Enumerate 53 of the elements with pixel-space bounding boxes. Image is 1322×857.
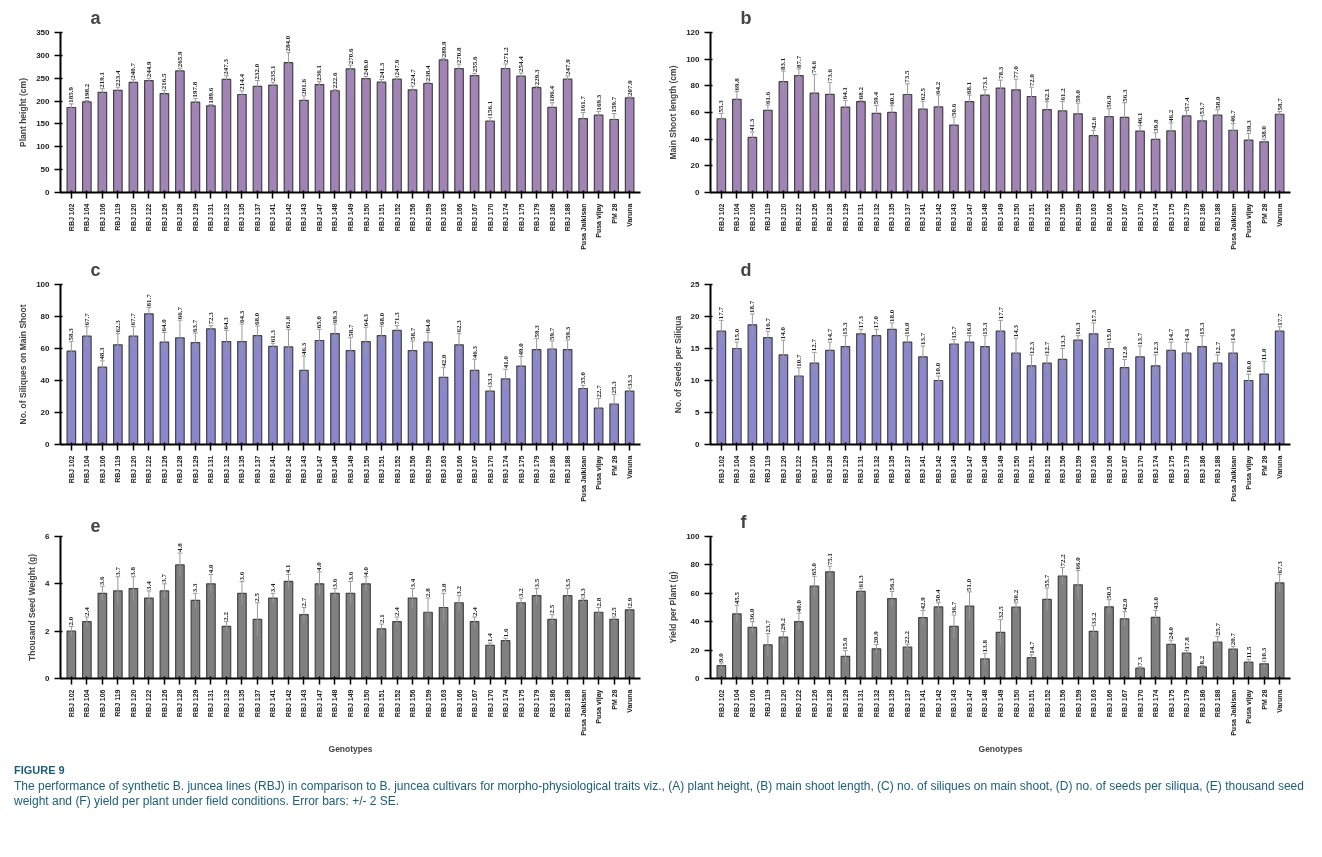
y-tick-label: 20 [40, 408, 51, 417]
y-tick-label: 0 [695, 188, 701, 197]
y-tick-label: 100 [36, 280, 51, 289]
y-tick-label: 10 [690, 376, 701, 385]
y-tick-label: 100 [686, 54, 701, 64]
y-axis-title: No. of Siliques on Main Shoot [18, 304, 29, 425]
y-tick-label: 0 [45, 440, 51, 449]
y-tick-label: 100 [36, 142, 51, 152]
y-axis-title: Thousand Seed Weight (g) [27, 553, 38, 662]
y-tick-label: 80 [40, 312, 51, 321]
x-axis-title: Genotypes [328, 743, 373, 754]
y-tick-label: 20 [690, 312, 701, 321]
chart-title: d [740, 259, 752, 280]
chart-title: a [90, 7, 102, 28]
y-tick-label: 0 [695, 674, 701, 683]
y-tick-label: 300 [36, 50, 51, 60]
y-tick-label: 20 [690, 645, 701, 655]
y-tick-label: 150 [36, 119, 51, 129]
y-tick-label: 40 [690, 617, 701, 627]
y-tick-label: 60 [690, 588, 701, 598]
y-tick-label: 60 [690, 108, 701, 117]
y-tick-label: 6 [45, 532, 51, 541]
y-axis-title: Yield per Plant (g) [668, 571, 679, 644]
chart-title: c [90, 259, 101, 280]
y-tick-label: 350 [36, 28, 51, 37]
text: The performance of synthetic B. juncea lines (RBJ) in comparison to B. juncea cultivars for morpho-physiological traits viz., (A) plant height, (B) main shoot length, (C) no. of siliques on main shoot, (D) no. of seeds per siliqua, (E) thousand seed weight and (F) yield per plant under field conditions. Error bars: +/- 2 SE. [14, 778, 1304, 810]
chart-title: e [90, 515, 101, 536]
y-tick-label: 60 [40, 344, 51, 353]
y-tick-label: 5 [695, 408, 701, 417]
y-tick-label: 25 [690, 280, 701, 289]
y-axis-title: Plant height (cm) [18, 77, 29, 147]
y-tick-label: 100 [686, 532, 701, 541]
y-tick-label: 80 [690, 560, 701, 570]
chart-title: f [740, 511, 748, 532]
y-axis-title: No. of Seeds per Siliqua [672, 315, 683, 414]
y-tick-label: 0 [695, 440, 701, 449]
y-tick-label: 0 [45, 674, 51, 683]
y-tick-label: 250 [36, 73, 51, 83]
y-tick-label: 2 [45, 626, 51, 636]
y-tick-label: 80 [690, 81, 701, 91]
chart-title: b [740, 7, 752, 28]
y-tick-label: 15 [690, 344, 701, 353]
y-tick-label: 120 [686, 28, 701, 37]
y-tick-label: 40 [690, 134, 701, 144]
x-axis-title: Genotypes [978, 743, 1023, 754]
y-tick-label: 40 [40, 376, 51, 385]
y-tick-label: 0 [45, 188, 51, 197]
y-axis-title: Main Shoot length (cm) [668, 65, 679, 160]
caption: FIGURE 9 [14, 763, 66, 778]
y-tick-label: 4 [45, 579, 51, 589]
y-tick-label: 200 [36, 96, 51, 106]
y-tick-label: 20 [690, 161, 701, 171]
y-tick-label: 50 [40, 165, 51, 175]
